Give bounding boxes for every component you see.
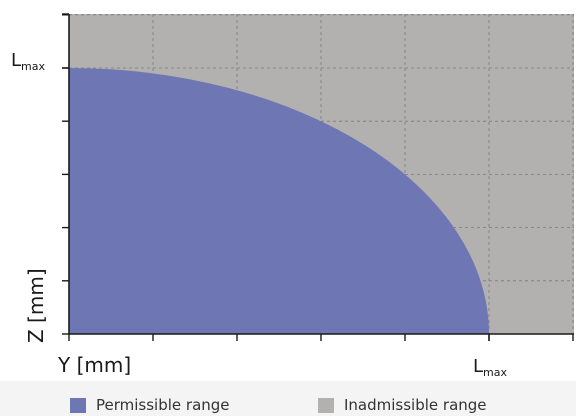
legend-item-inadmissible: Inadmissible range bbox=[318, 396, 487, 414]
x-max-label-sub: max bbox=[483, 366, 507, 379]
y-max-tick-label: Lmax bbox=[11, 50, 45, 73]
permissible-area bbox=[69, 68, 489, 334]
legend-label-permissible: Permissible range bbox=[96, 396, 230, 414]
legend-swatch-permissible bbox=[70, 397, 86, 413]
legend-item-permissible: Permissible range bbox=[70, 396, 230, 414]
x-max-tick-label: Lmax bbox=[473, 356, 507, 379]
x-axis-label: Y [mm] bbox=[57, 353, 131, 377]
legend-label-inadmissible: Inadmissible range bbox=[344, 396, 487, 414]
ticks bbox=[62, 13, 574, 341]
x-max-label-main: L bbox=[473, 356, 483, 377]
legend-band bbox=[0, 381, 576, 416]
y-max-label-sub: max bbox=[21, 60, 45, 73]
y-axis-label: Z [mm] bbox=[24, 268, 48, 343]
legend-swatch-inadmissible bbox=[318, 397, 334, 413]
y-max-label-main: L bbox=[11, 50, 21, 71]
